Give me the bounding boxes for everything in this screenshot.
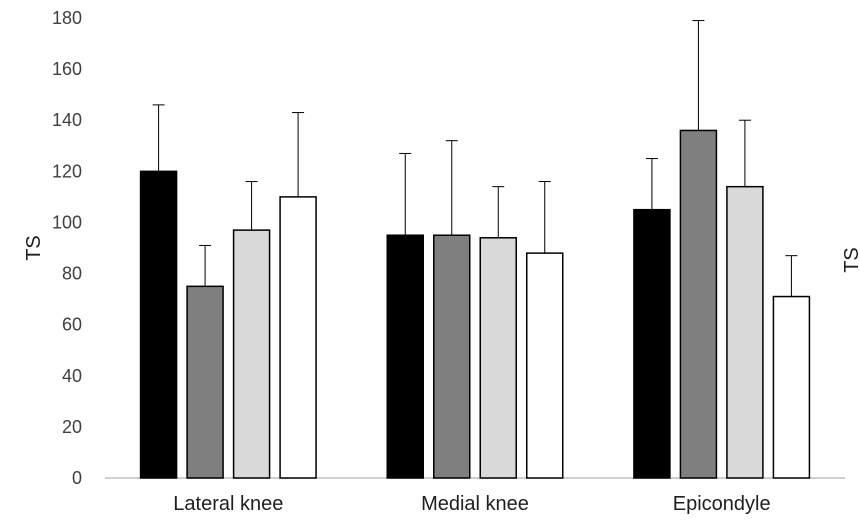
y-tick-label: 80 bbox=[62, 264, 82, 284]
category-label: Epicondyle bbox=[673, 493, 771, 515]
y-tick-label: 40 bbox=[62, 366, 82, 386]
y-tick-label: 160 bbox=[52, 59, 82, 79]
bar-3-3 bbox=[726, 185, 764, 479]
y-axis-title-secondary: TS bbox=[841, 247, 860, 273]
y-tick-label: 0 bbox=[72, 468, 82, 488]
y-tick-label: 120 bbox=[52, 161, 82, 181]
y-tick-label: 140 bbox=[52, 110, 82, 130]
bar-2-1 bbox=[386, 234, 424, 479]
error-bars-group bbox=[152, 20, 798, 297]
y-tick-label: 20 bbox=[62, 417, 82, 437]
category-label: Medial knee bbox=[421, 493, 529, 515]
category-labels: Lateral knee Medial knee Epicondyle bbox=[173, 493, 770, 515]
bar-1-4 bbox=[279, 196, 317, 479]
y-tick-label: 60 bbox=[62, 315, 82, 335]
bar-3-4 bbox=[772, 295, 811, 479]
bar-2-3 bbox=[479, 237, 517, 479]
bar-3-1 bbox=[633, 208, 671, 479]
bar-2-2 bbox=[433, 234, 471, 479]
bar-1-3 bbox=[232, 229, 271, 479]
bar-1-1 bbox=[139, 170, 178, 479]
y-axis-title: TS bbox=[23, 235, 45, 261]
bar-2-4 bbox=[526, 252, 564, 479]
bar-1-2 bbox=[186, 285, 224, 479]
y-tick-label: 100 bbox=[52, 212, 82, 232]
y-axis-ticks: 0 20 40 60 80 100 120 140 160 180 bbox=[52, 8, 82, 488]
bar-3-2 bbox=[679, 129, 718, 479]
y-tick-label: 180 bbox=[52, 8, 82, 28]
category-label: Lateral knee bbox=[173, 493, 283, 515]
bars-group bbox=[139, 129, 811, 479]
